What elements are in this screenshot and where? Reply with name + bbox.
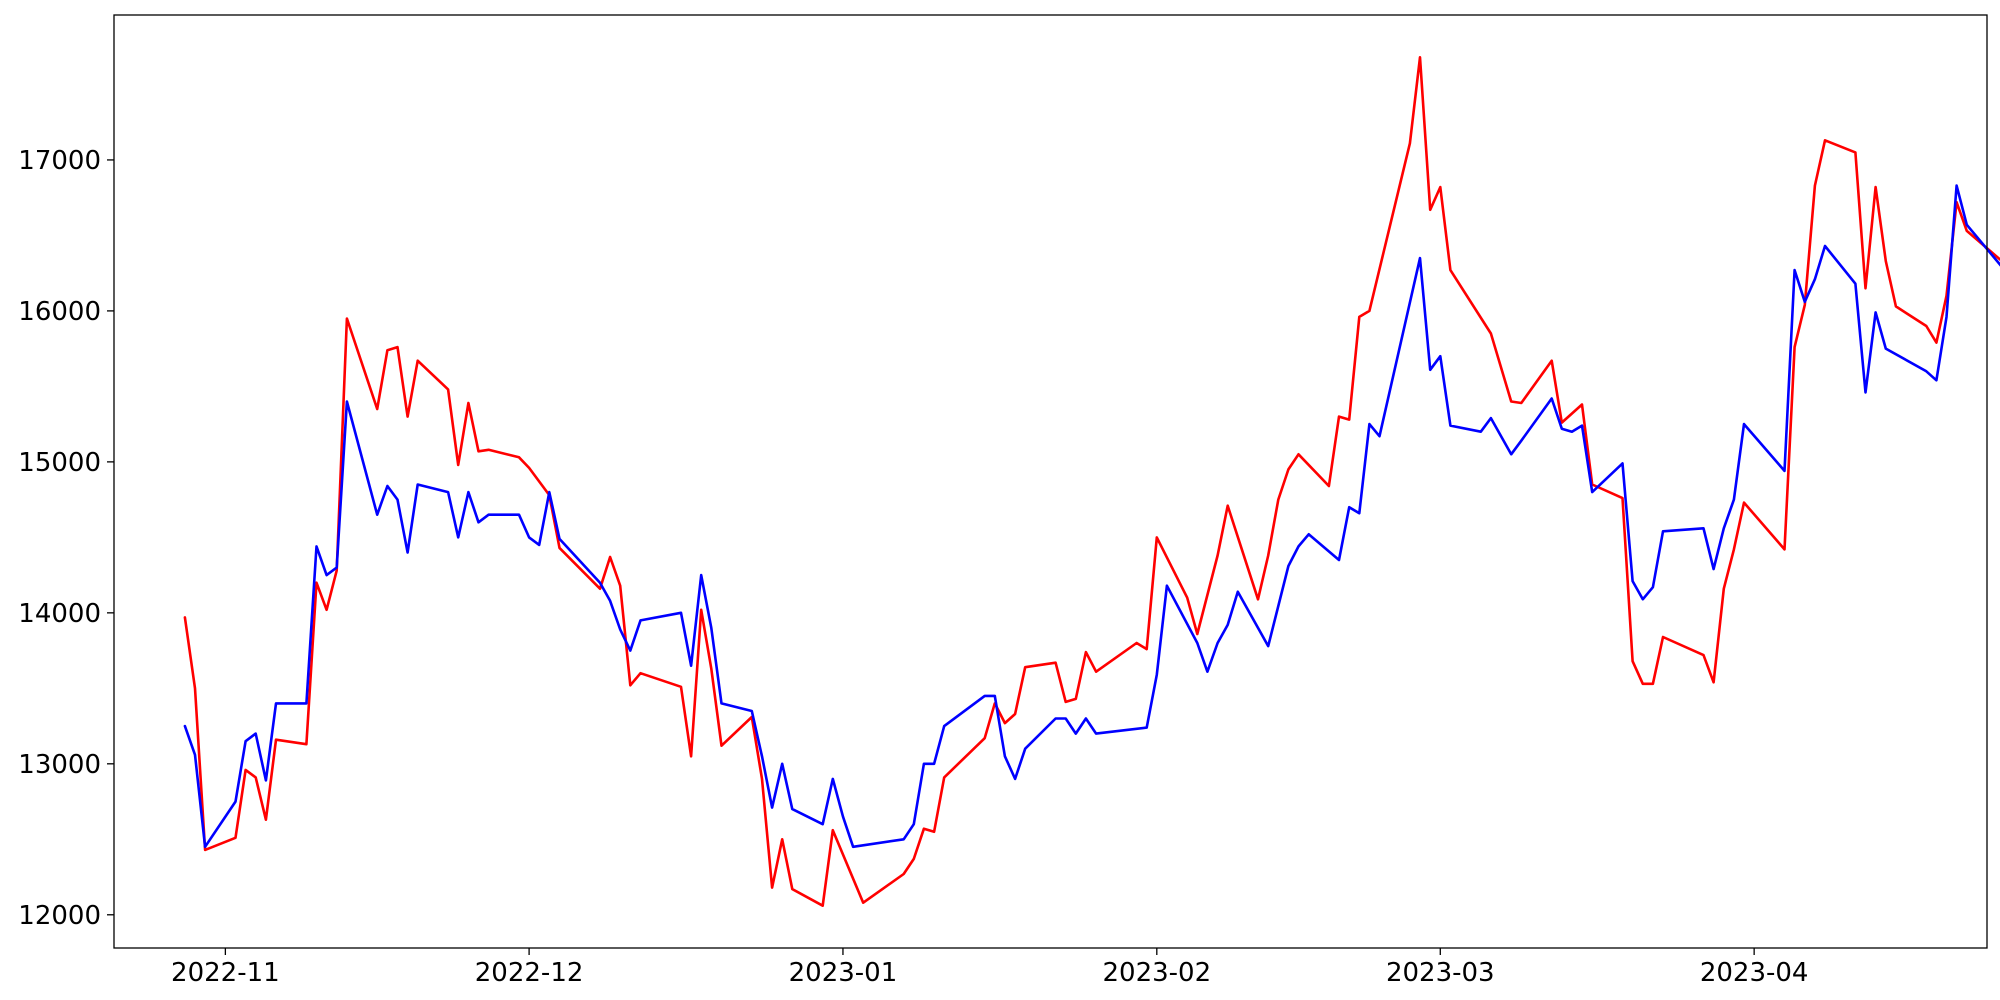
- x-tick-label-4: 2023-03: [1386, 958, 1495, 988]
- y-tick-label-5: 17000: [18, 146, 101, 176]
- y-axis: 12000 13000 14000 15000 16000 17000: [18, 146, 114, 931]
- y-tick-label-2: 14000: [18, 599, 101, 629]
- series-layer: [183, 55, 2000, 908]
- y-tick-label-3: 15000: [18, 448, 101, 478]
- x-tick-label-1: 2022-12: [475, 958, 584, 988]
- series-0-line: [183, 55, 2000, 908]
- series-1-line: [183, 184, 2000, 849]
- y-tick-label-1: 13000: [18, 750, 101, 780]
- x-tick-label-3: 2023-02: [1102, 958, 1211, 988]
- x-tick-label-5: 2023-04: [1700, 958, 1809, 988]
- plot-frame: [113, 14, 1988, 949]
- x-tick-label-0: 2022-11: [171, 958, 280, 988]
- y-tick-label-4: 16000: [18, 297, 101, 327]
- x-axis: 2022-11 2022-12 2023-01 2023-02 2023-03 2023-…: [171, 948, 1808, 988]
- y-tick-label-0: 12000: [18, 901, 101, 931]
- x-tick-label-2: 2023-01: [789, 958, 898, 988]
